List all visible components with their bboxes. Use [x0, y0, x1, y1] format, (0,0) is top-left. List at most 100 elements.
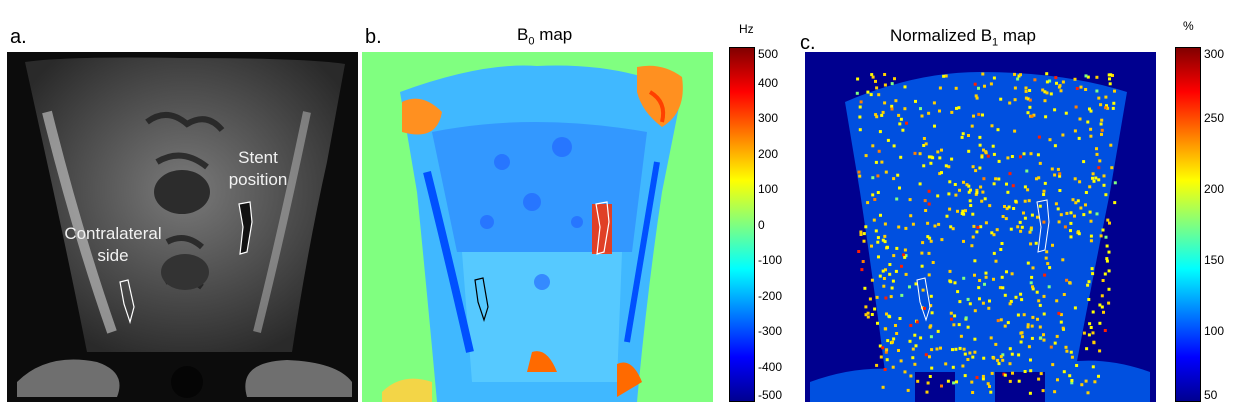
b1-speckle-pixel [879, 213, 882, 217]
b1-speckle-pixel [1061, 258, 1065, 262]
b1-speckle-pixel [1082, 213, 1086, 217]
b1-speckle-pixel [944, 164, 948, 168]
b1-speckle-pixel [1028, 230, 1032, 234]
b1-speckle-pixel [970, 244, 974, 248]
b1-speckle-pixel [1098, 349, 1102, 353]
b1-speckle-pixel [974, 192, 978, 196]
b1-speckle-pixel [1024, 86, 1028, 90]
b1-speckle-pixel [927, 111, 931, 115]
panel-c-title: Normalized B1 map [890, 26, 1036, 49]
b1-speckle-pixel [1073, 214, 1076, 218]
b1-speckle-pixel [1042, 220, 1046, 224]
b1-speckle-pixel [903, 248, 907, 252]
b0-colorbar-tick-label: -100 [758, 253, 783, 267]
b1-speckle-pixel [858, 174, 862, 178]
b1-speckle-pixel [967, 190, 971, 194]
b1-speckle-pixel [1026, 325, 1030, 329]
b1-speckle-pixel [964, 209, 967, 213]
b1-speckle-pixel [1058, 172, 1062, 176]
b1-speckle-pixel [1034, 241, 1038, 245]
panel-a-letter: a. [10, 26, 27, 48]
b1-speckle-pixel [1105, 257, 1109, 261]
b1-speckle-pixel [1061, 80, 1065, 84]
b1-speckle-pixel [983, 84, 986, 88]
b1-speckle-pixel [1010, 155, 1014, 158]
b1-speckle-pixel [921, 288, 925, 292]
b1-speckle-pixel [989, 390, 993, 394]
b1-speckle-pixel [1042, 312, 1046, 316]
b1-speckle-pixel [873, 307, 877, 311]
b1-speckle-pixel [1095, 152, 1099, 156]
b1-speckle-pixel [922, 137, 926, 140]
b1-speckle-pixel [1048, 138, 1052, 142]
b1-speckle-pixel [956, 209, 959, 213]
b1-speckle-pixel [1043, 99, 1047, 103]
b1-speckle-pixel [1010, 352, 1014, 356]
b1-colorbar-tick-label: 300 [1204, 47, 1225, 61]
b0-colorbar-tick-label: 400 [758, 75, 779, 90]
b1-speckle-pixel [881, 110, 885, 114]
b1-speckle-pixel [920, 114, 924, 118]
b0-colorbar-tick-label: 0 [758, 217, 765, 232]
b1-speckle-pixel [959, 334, 963, 338]
b1-speckle-pixel [861, 260, 865, 263]
b1-speckle-pixel [906, 388, 910, 392]
b1-speckle-pixel [1018, 220, 1022, 224]
b1-speckle-pixel [961, 132, 965, 136]
b1-speckle-pixel [967, 149, 971, 153]
b1-speckle-pixel [1028, 89, 1032, 92]
b1-speckle-pixel [904, 254, 908, 258]
b1-speckle-pixel [1050, 167, 1054, 171]
b1-speckle-pixel [883, 83, 887, 87]
b1-speckle-pixel [913, 362, 917, 366]
b1-speckle-pixel [984, 275, 988, 279]
b1-speckle-pixel [911, 222, 915, 226]
b1-speckle-pixel [874, 160, 878, 164]
stent-position-label: Stent position [228, 148, 288, 189]
b1-speckle-pixel [971, 212, 975, 216]
b1-speckle-pixel [1090, 267, 1094, 271]
b1-speckle-pixel [926, 381, 930, 385]
b1-speckle-pixel [919, 336, 923, 340]
b0-colorbar-tick-label: 300 [758, 111, 779, 125]
b1-speckle-pixel [929, 335, 933, 339]
b1-speckle-pixel [1088, 322, 1092, 326]
b1-speckle-pixel [971, 165, 975, 169]
b1-speckle-pixel [1108, 82, 1112, 86]
b1-speckle-pixel [979, 225, 983, 229]
b1-speckle-pixel [1032, 113, 1036, 117]
b1-speckle-pixel [914, 99, 917, 103]
b1-speckle-pixel [1070, 355, 1074, 359]
b1-speckle-pixel [920, 251, 924, 255]
b1-speckle-pixel [927, 251, 931, 255]
b1-speckle-pixel [1069, 235, 1073, 239]
b1-speckle-pixel [874, 113, 878, 117]
b1-speckle-pixel [1012, 207, 1016, 210]
b1-speckle-pixel [1065, 211, 1069, 215]
b1-speckle-pixel [1107, 269, 1111, 273]
b1-speckle-pixel [1024, 96, 1028, 100]
b1-speckle-pixel [946, 379, 950, 383]
b1-speckle-pixel [924, 353, 928, 357]
b1-speckle-pixel [1023, 185, 1027, 189]
b1-speckle-pixel [949, 225, 953, 229]
b1-speckle-pixel [1026, 261, 1030, 265]
b1-speckle-pixel [971, 355, 975, 359]
b1-speckle-pixel [1105, 244, 1109, 248]
b1-speckle-pixel [890, 107, 894, 111]
b1-speckle-pixel [1111, 106, 1115, 110]
b1-speckle-pixel [1079, 206, 1083, 210]
b1-speckle-pixel [871, 176, 875, 180]
b1-speckle-pixel [1059, 89, 1063, 93]
b1-speckle-pixel [1068, 374, 1072, 378]
b1-speckle-pixel [936, 194, 940, 198]
b1-speckle-pixel [953, 281, 957, 285]
b1-speckle-pixel [928, 355, 931, 359]
b1-speckle-pixel [1087, 280, 1091, 284]
b1-speckle-pixel [954, 193, 958, 197]
b1-speckle-pixel [878, 344, 882, 348]
b1-speckle-pixel [868, 297, 872, 301]
b1-speckle-pixel [1091, 172, 1095, 176]
b0-colorbar-ticks: 500 400 300 200 100 0 -100 -200 -300 -400 -500 [758, 47, 798, 402]
b1-speckle-pixel [966, 358, 970, 361]
